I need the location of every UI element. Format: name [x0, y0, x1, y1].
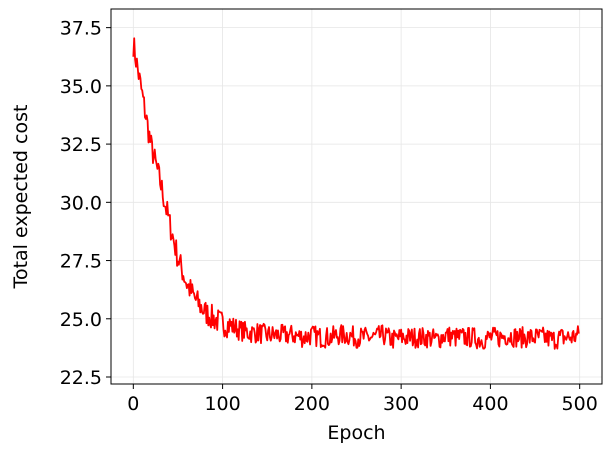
x-tick-label: 500	[562, 393, 598, 415]
series-line	[132, 37, 580, 350]
y-tick-label: 27.5	[60, 251, 102, 273]
grid	[111, 9, 602, 384]
x-tick-label: 300	[383, 393, 419, 415]
x-tick-label: 400	[472, 393, 508, 415]
y-axis: 22.5 25.0 27.5 30.0 32.5 35.0 37.5	[60, 18, 111, 389]
x-tick-label: 100	[204, 393, 240, 415]
x-axis-label: Epoch	[327, 422, 385, 444]
series-group	[132, 37, 580, 350]
x-axis: 0 100 200 300 400 500	[127, 384, 598, 415]
y-tick-label: 22.5	[60, 367, 102, 389]
y-tick-label: 37.5	[60, 18, 102, 40]
y-tick-label: 25.0	[60, 309, 102, 331]
x-tick-label: 200	[294, 393, 330, 415]
y-tick-label: 35.0	[60, 76, 102, 98]
x-tick-label: 0	[127, 393, 139, 415]
y-tick-label: 32.5	[60, 134, 102, 156]
y-tick-label: 30.0	[60, 192, 102, 214]
plot-frame	[110, 8, 603, 385]
y-axis-label: Total expected cost	[10, 105, 32, 290]
